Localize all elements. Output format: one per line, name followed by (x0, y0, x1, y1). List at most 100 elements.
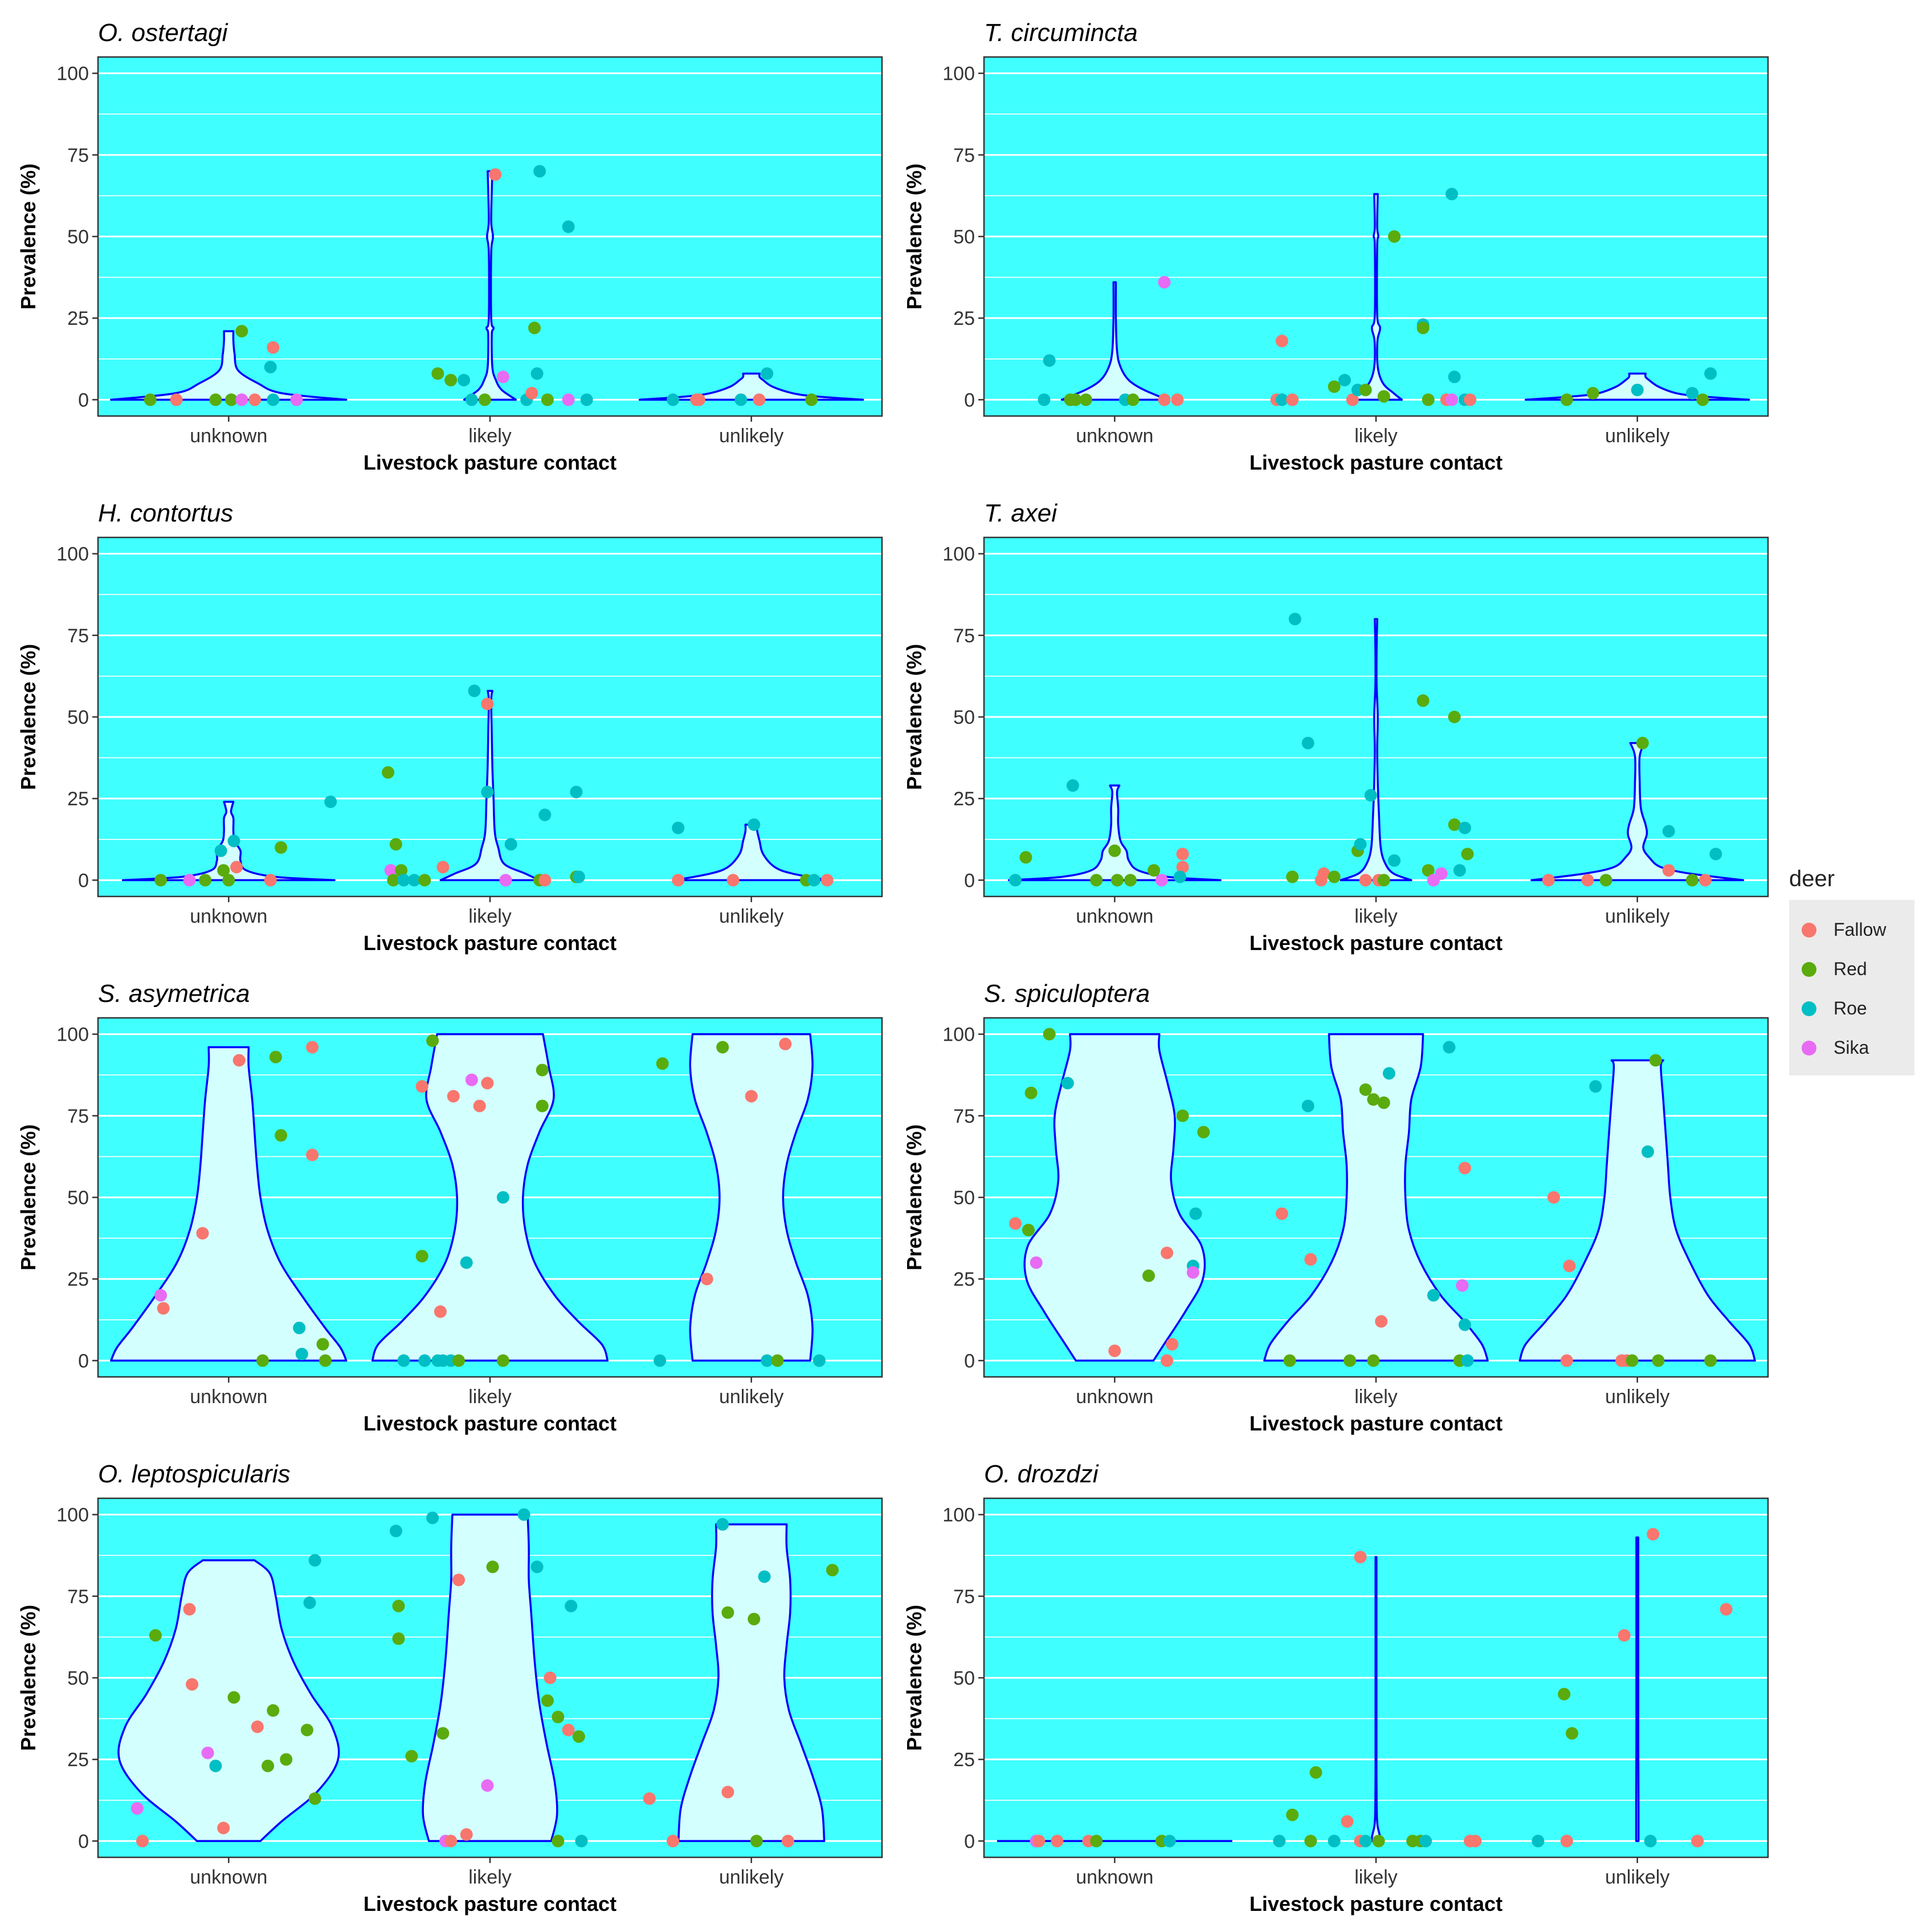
point-likely-red-26 (1422, 864, 1435, 877)
point-unlikely-roe-41 (716, 1518, 729, 1531)
panel-o-leptospicularis: 0 25 50 75 100 unknown likely unlikely Livestock… (17, 1460, 883, 1915)
violin-unknown (1060, 281, 1169, 401)
point-unknown-sika-5 (201, 1746, 214, 1759)
point-unlikely-red-34 (1696, 393, 1709, 406)
point-unlikely-roe-35 (1704, 367, 1717, 380)
x-axis-title: Livestock pasture contact (1250, 1892, 1502, 1915)
point-unlikely-fallow-37 (820, 874, 834, 887)
x-tick-label-unknown: unknown (1076, 906, 1153, 927)
point-unlikely-red-42 (1652, 1354, 1665, 1367)
point-unknown-fallow-6 (1108, 1344, 1121, 1358)
point-unlikely-red-42 (721, 1606, 734, 1619)
violin-unlikely (677, 1523, 826, 1843)
y-tick-label: 75 (67, 1106, 89, 1127)
point-unknown-fallow-9 (1176, 847, 1189, 861)
point-unknown-red-2 (199, 874, 212, 887)
point-unknown-red-6 (275, 1129, 288, 1142)
point-unknown-roe-7 (293, 1322, 306, 1335)
point-unlikely-roe-40 (812, 1354, 826, 1367)
y-axis-title: Prevalence (%) (903, 644, 926, 790)
point-likely-red-29 (1448, 711, 1461, 723)
point-unlikely-red-40 (1626, 1354, 1639, 1367)
point-unknown-roe-11 (1174, 870, 1186, 883)
y-tick-label: 0 (78, 389, 89, 411)
point-unknown-fallow-2 (196, 1227, 209, 1240)
y-tick-label: 75 (67, 1586, 89, 1608)
point-likely-fallow-13 (1354, 1551, 1367, 1564)
x-tick-label-unlikely: unlikely (719, 1866, 783, 1888)
legend-title: deer (1789, 866, 1835, 891)
point-unknown-red-1 (1022, 1224, 1035, 1237)
point-unlikely-roe-23 (1532, 1835, 1545, 1848)
point-unlikely-fallow-27 (1618, 1629, 1631, 1642)
point-likely-roe-30 (570, 785, 583, 798)
point-likely-roe-13 (397, 1354, 410, 1367)
point-unknown-roe-14 (1189, 1207, 1202, 1220)
x-axis-title: Livestock pasture contact (364, 1892, 616, 1915)
x-tick-label-unlikely: unlikely (719, 1386, 783, 1408)
point-likely-roe-21 (1364, 789, 1377, 802)
panel-s-asymetrica: 0 25 50 75 100 unknown likely unlikely Livestock… (17, 980, 883, 1435)
point-unknown-sika-4 (235, 393, 248, 406)
point-unknown-red-16 (308, 1792, 321, 1805)
point-unknown-fallow-8 (1158, 393, 1171, 406)
point-likely-red-31 (536, 1063, 549, 1077)
point-unknown-fallow-10 (1166, 1338, 1179, 1351)
point-unknown-sika-8 (1155, 874, 1168, 887)
point-unknown-red-3 (217, 864, 230, 877)
x-tick-label-unlikely: unlikely (1605, 906, 1669, 927)
point-unlikely-roe-36 (807, 874, 820, 887)
y-tick-label: 75 (67, 625, 89, 647)
point-unknown-sika-3 (1030, 1256, 1043, 1269)
y-tick-label: 50 (67, 1668, 89, 1689)
point-unlikely-fallow-29 (692, 393, 705, 406)
y-tick-label: 50 (953, 1668, 975, 1689)
y-tick-label: 0 (964, 870, 975, 891)
point-unknown-roe-4 (214, 844, 227, 857)
y-tick-label: 50 (953, 226, 975, 248)
point-unknown-red-7 (1148, 864, 1161, 877)
violin-likely (371, 1033, 609, 1362)
point-likely-roe-12 (1328, 1835, 1341, 1848)
point-unknown-red-10 (262, 1759, 275, 1772)
point-unlikely-fallow-40 (667, 1835, 680, 1848)
y-tick-label: 25 (953, 788, 975, 810)
point-unknown-roe-15 (308, 1554, 321, 1567)
point-unknown-fallow-10 (306, 1148, 319, 1161)
point-likely-fallow-26 (473, 1099, 486, 1112)
y-tick-label: 100 (56, 544, 89, 565)
y-tick-label: 75 (953, 145, 975, 166)
point-likely-red-13 (387, 874, 400, 887)
point-likely-fallow-20 (1359, 874, 1372, 887)
point-likely-fallow-12 (1275, 335, 1288, 348)
point-likely-fallow-16 (1346, 393, 1359, 406)
point-unlikely-roe-38 (1662, 825, 1675, 838)
point-likely-red-33 (552, 1710, 565, 1723)
point-unlikely-roe-32 (1631, 384, 1644, 397)
y-tick-label: 75 (953, 1106, 975, 1127)
point-likely-sika-28 (1435, 867, 1448, 880)
point-unknown-fallow-8 (1161, 1246, 1174, 1260)
panel-title: T. circumincta (984, 19, 1138, 47)
point-unknown-roe-7 (1163, 1835, 1176, 1848)
panel-title: S. spiculoptera (984, 980, 1150, 1008)
point-likely-roe-19 (1354, 838, 1367, 851)
point-likely-roe-8 (1273, 1835, 1286, 1848)
panel-t-circumincta: 0 25 50 75 100 unknown likely unlikely Livestock… (903, 19, 1769, 474)
point-unlikely-fallow-35 (1560, 1354, 1573, 1367)
x-tick-label-unknown: unknown (190, 1386, 267, 1408)
point-likely-red-17 (1372, 1835, 1385, 1848)
point-likely-roe-24 (562, 220, 575, 233)
y-tick-label: 0 (78, 1350, 89, 1372)
point-unlikely-roe-32 (672, 821, 685, 834)
point-unlikely-fallow-24 (1560, 1835, 1573, 1848)
point-unknown-fallow-8 (264, 874, 277, 887)
point-unknown-red-5 (1110, 874, 1124, 887)
y-tick-label: 50 (953, 707, 975, 728)
point-likely-roe-24 (460, 1256, 473, 1269)
violin-unknown (110, 330, 348, 401)
x-tick-label-unlikely: unlikely (1605, 425, 1669, 447)
point-unlikely-red-40 (1686, 874, 1698, 887)
x-axis-title: Livestock pasture contact (1250, 451, 1502, 474)
point-likely-roe-38 (575, 1835, 588, 1848)
